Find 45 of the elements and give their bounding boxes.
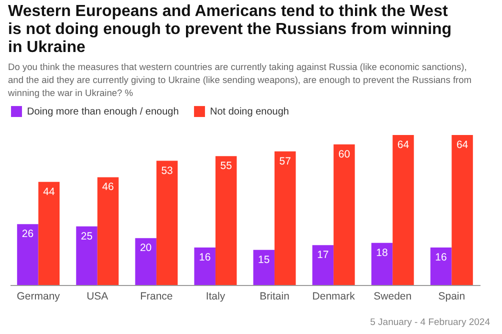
- data-label: 44: [43, 186, 55, 198]
- bar: [312, 245, 334, 285]
- x-tick-label: Sweden: [374, 290, 412, 302]
- bar: [274, 151, 296, 285]
- bar: [334, 144, 355, 285]
- legend-label: Doing more than enough / enough: [27, 106, 179, 118]
- chart-subtitle: Do you think the measures that western countries are currently taking against Russia (like economic sanctions), and the aid they are currently giving to Ukraine (like sending weapons), are enough to prevent the Russians from winning the war in Ukraine? %: [7, 61, 473, 100]
- data-label: 17: [317, 249, 329, 262]
- bar: [371, 242, 393, 285]
- bar: [97, 177, 119, 285]
- data-label: 26: [22, 228, 34, 240]
- data-label: 25: [80, 230, 93, 242]
- data-label: 64: [397, 139, 410, 151]
- data-label: 55: [220, 160, 232, 172]
- data-label: 60: [338, 148, 350, 160]
- bar: [194, 248, 216, 285]
- x-tick-label: Spain: [438, 290, 466, 302]
- bar: [135, 238, 156, 285]
- data-label: 46: [102, 181, 114, 194]
- chart-title: Western Europeans and Americans tend to think the West is not doing enough to prevent the Russians from winning in Ukraine: [7, 2, 453, 57]
- data-label: 64: [456, 139, 468, 151]
- x-tick-label: Britain: [260, 290, 290, 302]
- x-tick-label: Denmark: [312, 290, 356, 302]
- x-tick-label: Italy: [206, 290, 226, 302]
- bar: [156, 160, 178, 285]
- legend-label: Not doing enough: [210, 106, 289, 118]
- bar: [430, 248, 452, 285]
- data-label: 57: [279, 155, 292, 168]
- bar: [392, 135, 414, 285]
- text: 5 January - 4 February 2024: [370, 317, 490, 328]
- data-label: 15: [258, 254, 270, 266]
- bar: [76, 226, 98, 285]
- bar: [452, 135, 473, 285]
- bar: [38, 182, 60, 285]
- x-tick-label: USA: [86, 290, 108, 302]
- data-label: 16: [199, 252, 211, 264]
- x-tick-label: France: [140, 290, 173, 302]
- data-label: 20: [140, 242, 152, 254]
- x-tick-label: Germany: [16, 290, 61, 302]
- bar: [17, 224, 38, 285]
- data-label: 53: [161, 164, 174, 177]
- bar: [253, 250, 275, 285]
- data-label: 18: [376, 246, 388, 259]
- data-label: 16: [435, 252, 448, 264]
- bar: [215, 156, 237, 285]
